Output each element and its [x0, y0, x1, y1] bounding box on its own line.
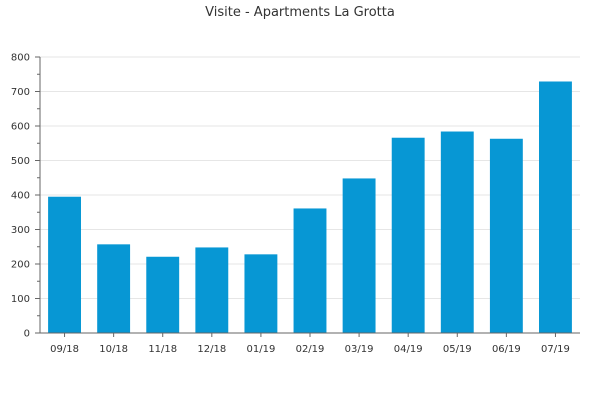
x-tick-label: 12/18 — [197, 344, 226, 355]
bar-12-18 — [195, 247, 229, 333]
y-tick-label: 800 — [11, 53, 30, 64]
chart-title: Visite - Apartments La Grotta — [205, 5, 395, 20]
y-tick-label: 600 — [11, 122, 30, 133]
x-tick-label: 11/18 — [148, 344, 177, 355]
bar-04-19 — [391, 137, 425, 333]
x-tick-label: 06/19 — [492, 344, 521, 355]
x-tick-label: 10/18 — [99, 344, 128, 355]
x-tick-label: 03/19 — [345, 344, 374, 355]
y-axis: 0 100 200 300 400 500 600 700 800 — [11, 53, 41, 340]
bars — [48, 81, 572, 334]
bar-05-19 — [440, 131, 474, 333]
x-tick-label: 09/18 — [50, 344, 79, 355]
x-tick-label: 01/19 — [246, 344, 275, 355]
y-tick-label: 200 — [11, 260, 30, 271]
bar-09-18 — [48, 196, 81, 333]
x-tick-label: 04/19 — [394, 344, 423, 355]
y-tick-label: 500 — [11, 156, 30, 167]
bar-03-19 — [342, 178, 376, 333]
bar-02-19 — [293, 208, 327, 333]
bar-07-19 — [539, 81, 572, 334]
y-tick-label: 300 — [11, 225, 30, 236]
x-tick-label: 07/19 — [541, 344, 570, 355]
bar-11-18 — [146, 256, 180, 333]
bar-10-18 — [97, 244, 131, 333]
y-tick-label: 100 — [11, 294, 30, 305]
x-axis: 09/18 10/18 11/18 12/18 01/19 02/19 03/19 04/19… — [40, 332, 580, 355]
x-tick-label: 02/19 — [296, 344, 325, 355]
y-tick-label: 0 — [24, 329, 30, 340]
y-tick-label: 400 — [11, 191, 30, 202]
y-tick-label: 700 — [11, 87, 30, 98]
bar-01-19 — [244, 254, 278, 333]
x-tick-label: 05/19 — [443, 344, 472, 355]
bar-06-19 — [489, 138, 523, 333]
